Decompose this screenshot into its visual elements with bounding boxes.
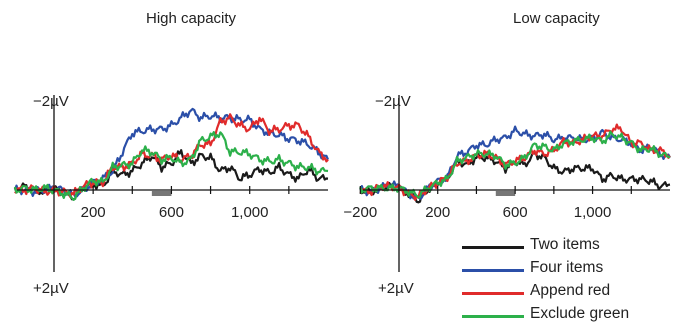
legend-swatch-four-items <box>462 269 524 272</box>
legend-label-exclude-green: Exclude green <box>530 305 630 322</box>
y-top-label-high: −2µV <box>33 93 69 110</box>
x-tick-label-high: 1,000 <box>231 204 269 221</box>
y-bottom-label-low: +2µV <box>378 280 414 297</box>
y-bottom-label-high: +2µV <box>33 280 69 297</box>
panel-title-high-capacity: High capacity <box>146 10 237 27</box>
legend-label-two-items: Two items <box>530 236 600 253</box>
panel-title-low-capacity: Low capacity <box>513 10 600 27</box>
series-line-high-exclude-green <box>13 131 329 201</box>
x-tick-label-high: 200 <box>81 204 106 221</box>
legend-label-append-red: Append red <box>530 282 611 299</box>
legend-label-four-items: Four items <box>530 259 604 276</box>
legend-swatch-two-items <box>462 246 524 249</box>
x-tick-label-low: 200 <box>425 204 450 221</box>
x-tick-label-low: −200 <box>343 204 377 221</box>
x-tick-label-low: 600 <box>503 204 528 221</box>
series-line-low-exclude-green <box>359 130 671 199</box>
y-top-label-low: −2µV <box>375 93 411 110</box>
x-tick-label-low: 1,000 <box>574 204 612 221</box>
series-line-high-append-red <box>14 113 329 199</box>
x-tick-label-high: 600 <box>159 204 184 221</box>
analysis-window-low <box>495 191 516 196</box>
legend-swatch-exclude-green <box>462 315 524 318</box>
analysis-window-high <box>151 191 172 196</box>
legend-swatch-append-red <box>462 292 524 295</box>
series-line-high-four-items <box>13 107 330 198</box>
